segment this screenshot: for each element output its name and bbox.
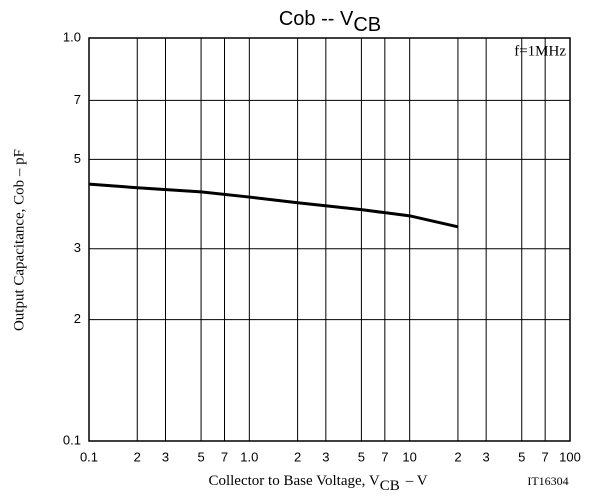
x-label-subscript: CB [380,478,400,494]
annotation: f=1MHz [514,43,566,59]
data-line [88,182,459,229]
title-main: Cob -- V [279,8,354,30]
x-label-unit: – V [405,473,428,489]
x-tick-label: 3 [322,449,329,464]
x-tick-label: 7 [381,449,388,464]
y-tick-label: 0.1 [63,432,81,447]
x-tick-label: 100 [559,449,581,464]
x-tick-label: 0.1 [80,449,98,464]
x-tick-label: 7 [221,449,228,464]
x-tick-label: 7 [542,449,549,464]
x-tick-label: 3 [162,449,169,464]
x-tick-label: 2 [454,449,461,464]
x-tick-label: 2 [294,449,301,464]
x-label-main: Collector to Base Voltage, V [208,473,379,489]
x-tick-label: 5 [197,449,204,464]
y-tick-label: 7 [74,92,81,107]
x-tick-label: 5 [358,449,365,464]
title-subscript: CB [353,14,381,36]
y-tick-label: 2 [74,311,81,326]
y-tick-label: 1.0 [63,29,81,44]
x-tick-label: 5 [518,449,525,464]
y-axis-label: Output Capacitance, Cob – pF [11,149,27,331]
figure-code: IT16304 [527,474,568,488]
plot-frame [88,37,571,442]
x-tick-label: 1.0 [240,449,258,464]
y-tick-label: 5 [74,151,81,166]
x-tick-label: 10 [402,449,416,464]
x-tick-label: 3 [483,449,490,464]
x-tick-label: 2 [134,449,141,464]
y-tick-label: 3 [74,240,81,255]
x-axis-label: Collector to Base Voltage, VCB – V [208,473,427,494]
chart-title: Cob -- VCB [279,8,381,36]
